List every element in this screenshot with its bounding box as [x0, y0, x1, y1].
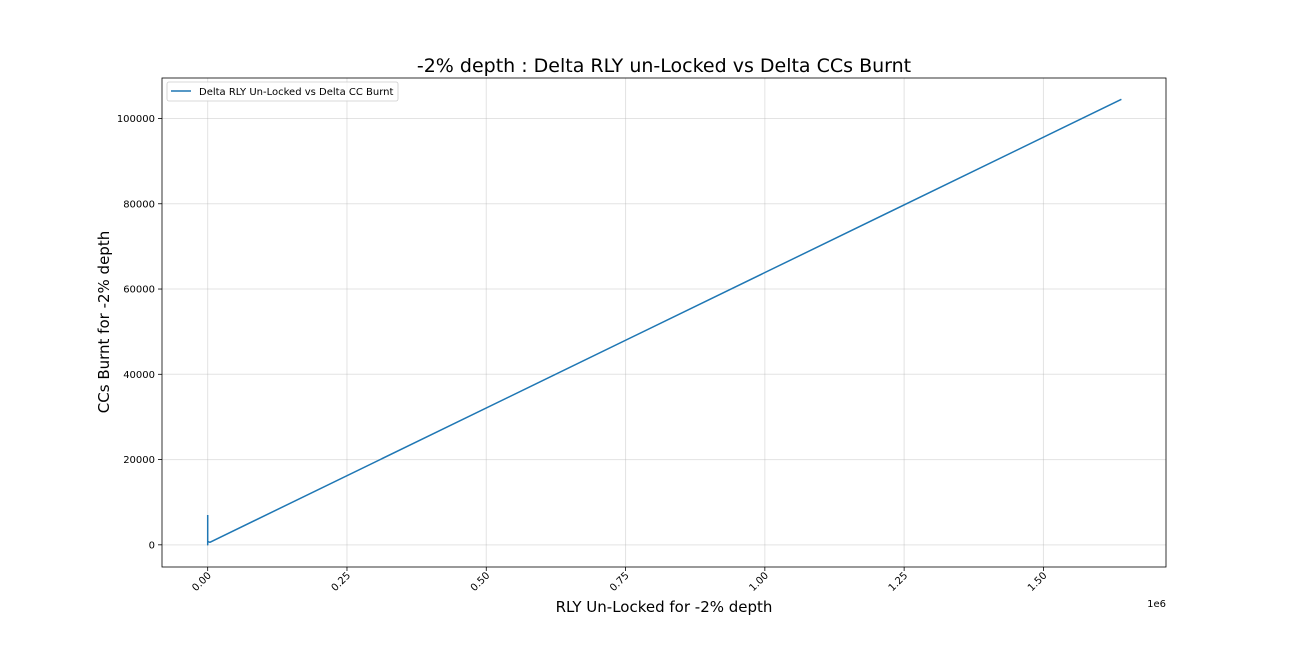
grid — [162, 78, 1166, 567]
x-tick-label: 1.50 — [1026, 570, 1050, 594]
x-tick-label: 0.75 — [608, 570, 632, 594]
series-line — [206, 98, 1122, 546]
x-axis-offset-label: 1e6 — [1147, 599, 1166, 610]
legend-label: Delta RLY Un-Locked vs Delta CC Burnt — [199, 87, 394, 98]
plot-frame — [161, 77, 1167, 568]
x-axis-label: RLY Un-Locked for -2% depth — [556, 598, 773, 616]
y-tick-label: 20000 — [123, 455, 155, 466]
series-layer — [206, 98, 1122, 546]
x-tick-label: 1.25 — [887, 570, 911, 594]
chart-title: -2% depth : Delta RLY un-Locked vs Delta… — [417, 55, 911, 77]
y-tick-label: 0 — [149, 540, 155, 551]
y-axis-label: CCs Burnt for -2% depth — [95, 231, 113, 413]
x-axis-ticks: 0.00 0.25 0.50 0.75 1.00 1.25 1.50 — [190, 567, 1050, 594]
y-axis-ticks: 0 20000 40000 60000 80000 100000 — [117, 114, 162, 551]
x-tick-label: 1.00 — [747, 570, 771, 594]
legend: Delta RLY Un-Locked vs Delta CC Burnt — [166, 81, 399, 102]
y-tick-label: 60000 — [123, 285, 155, 296]
y-tick-label: 40000 — [123, 370, 155, 381]
y-tick-label: 80000 — [123, 199, 155, 210]
legend-box — [166, 81, 399, 102]
x-tick-label: 0.25 — [330, 570, 354, 594]
y-tick-label: 100000 — [117, 114, 155, 125]
x-tick-label: 0.00 — [190, 570, 214, 594]
x-tick-label: 0.50 — [469, 570, 493, 594]
